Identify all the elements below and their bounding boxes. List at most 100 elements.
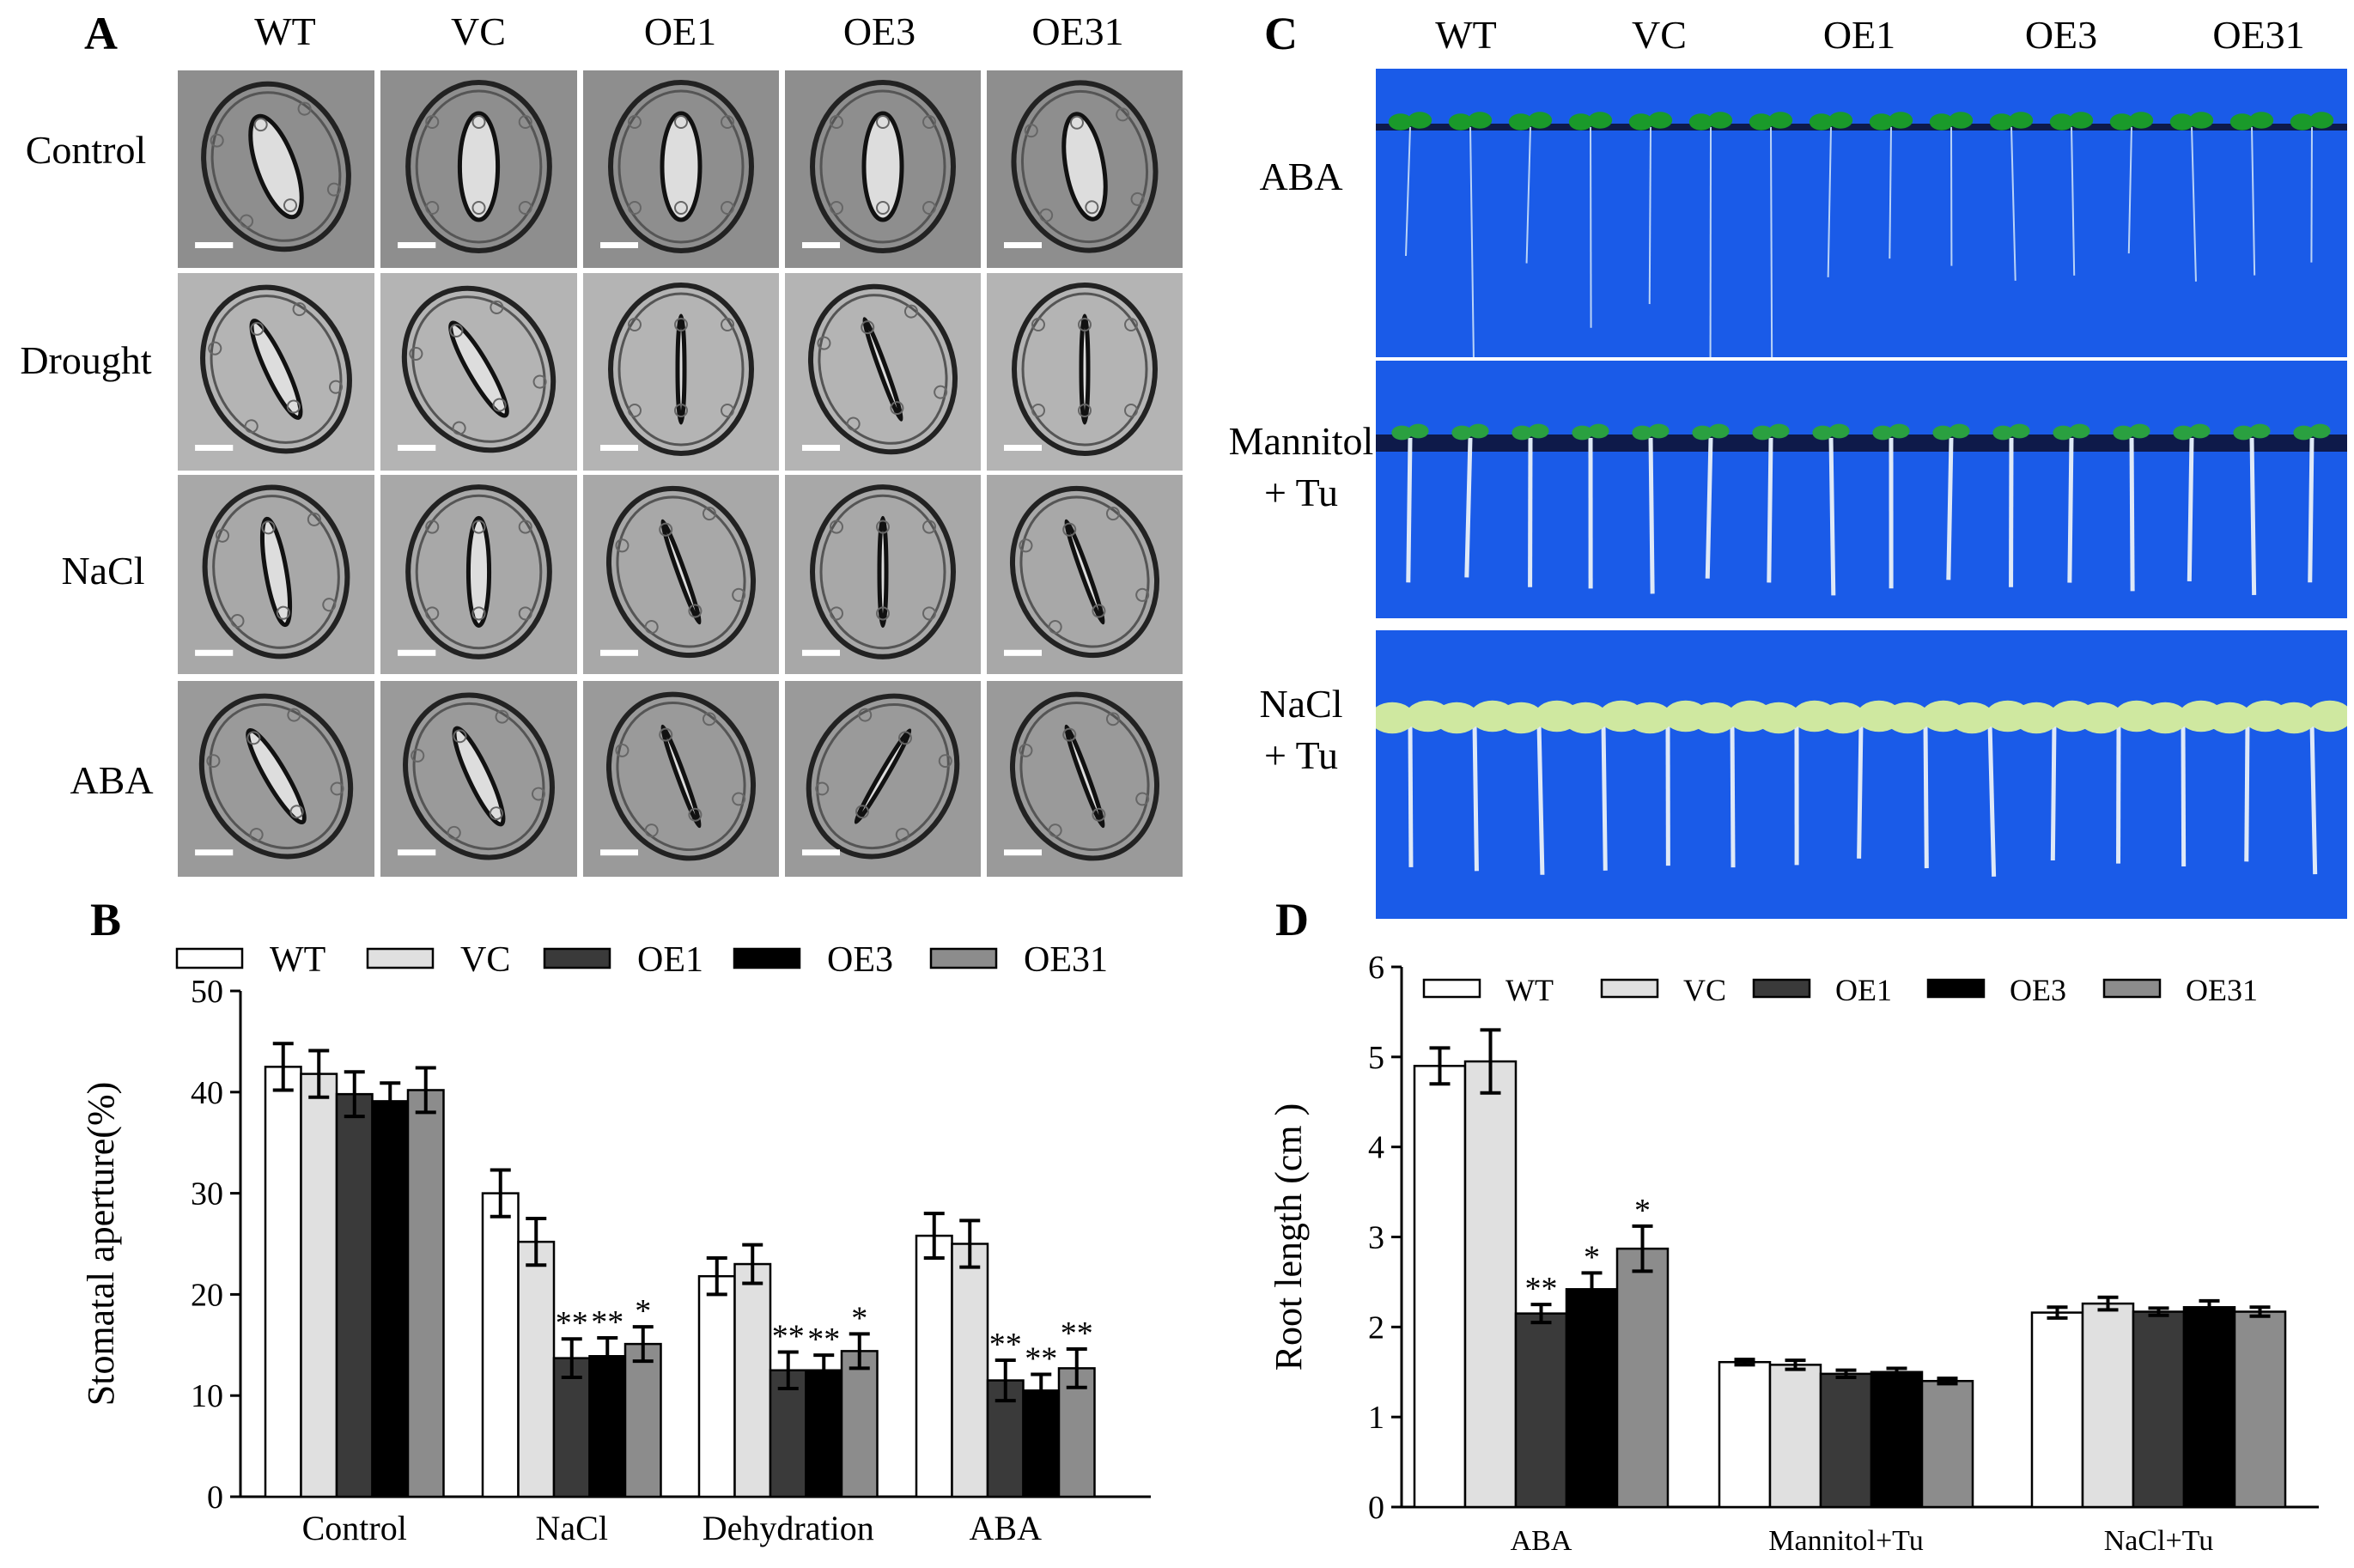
bar-wt (915, 1234, 953, 1498)
bar-oe3 (805, 1369, 843, 1498)
panel-c-column-header-vc: VC (1632, 13, 1687, 57)
stomata-image-control-oe1 (583, 70, 779, 268)
x-category-label: Dehydration (703, 1509, 874, 1547)
stomata-illustration (802, 693, 960, 860)
guard-cell-inner (415, 494, 543, 650)
stomata-image-nacl-vc (380, 475, 577, 674)
chloroplast (518, 115, 532, 129)
chloroplast (489, 806, 503, 821)
seedling-cotyledon (2129, 423, 2150, 439)
seedling-cotyledon (2293, 425, 2314, 441)
chloroplast (721, 404, 734, 417)
y-axis-title: Stomatal aperture(%) (80, 1082, 122, 1407)
bar-oe31 (623, 1342, 662, 1498)
seedling-root (2251, 126, 2256, 276)
chloroplast (721, 318, 734, 331)
guard-cell-outer (405, 484, 552, 659)
guard-cell-outer (1009, 485, 1160, 659)
chloroplast (1085, 200, 1099, 215)
seedling-cotyledon (1869, 113, 1894, 131)
scale-bar (600, 242, 638, 248)
seedling-cotyledon (2309, 423, 2331, 439)
chloroplast (846, 416, 861, 431)
panel-c-column-header-oe3: OE3 (2024, 13, 2098, 57)
chloroplast (1092, 604, 1106, 618)
seedling-root (2067, 437, 2074, 583)
x-category-label: NaCl (536, 1509, 608, 1547)
chloroplast (409, 346, 423, 361)
chloroplast (1135, 792, 1150, 806)
seedling-plate-aba (1376, 69, 2347, 357)
scale-bar (802, 849, 840, 856)
chloroplast (531, 787, 546, 801)
panel-letter-b: B (90, 894, 122, 945)
guard-cell-inner (818, 294, 948, 445)
chloroplast (449, 323, 464, 337)
scale-bar (1004, 242, 1042, 248)
chloroplast (1116, 107, 1130, 122)
seedling-cotyledon (1408, 423, 1429, 439)
chloroplast (1019, 538, 1033, 553)
seedling-root (1767, 437, 1773, 583)
scale-bar (195, 445, 234, 451)
seedling-plate-illustration (1376, 69, 2347, 357)
guard-cell-inner (816, 702, 950, 850)
seedling-cotyledon (1391, 425, 1413, 441)
guard-cell-inner (616, 702, 746, 852)
seedling-cotyledon (1828, 112, 1853, 129)
stomatal-pore (249, 319, 303, 420)
seedling-root (1857, 722, 1864, 859)
chloroplast (732, 587, 746, 602)
chloroplast (861, 320, 875, 335)
chloroplast (1092, 807, 1106, 822)
seedling-root (1406, 437, 1413, 583)
significance-mark: * (1584, 1239, 1600, 1275)
guard-cell-inner (411, 295, 546, 443)
scale-bar (195, 242, 234, 248)
stomatal-pore (246, 727, 307, 825)
chloroplast (206, 754, 221, 769)
guard-cell-outer (202, 484, 350, 659)
y-tick-label: 0 (1368, 1490, 1384, 1526)
chloroplast (471, 520, 486, 534)
chloroplast (702, 506, 716, 521)
seedling-cotyledon (1588, 423, 1609, 439)
stomata-illustration (1004, 485, 1160, 659)
scale-bar (802, 649, 840, 656)
stomatal-pore (861, 111, 904, 222)
bar-oe31 (2233, 1310, 2287, 1509)
seedling-root (2191, 126, 2197, 282)
seedling-cotyledon (1752, 425, 1773, 441)
seedling-root (1923, 722, 1929, 869)
chloroplast (230, 614, 245, 629)
chloroplast (471, 115, 486, 129)
stomata-illustration (1004, 691, 1160, 861)
seedling-cotyledon (1768, 423, 1790, 439)
stomata-illustration (398, 285, 557, 453)
chloroplast (215, 528, 230, 543)
bar-oe3 (1870, 1370, 1924, 1509)
stomata-cell-group (806, 693, 960, 860)
chloroplast (1024, 124, 1038, 138)
seedling-root (2244, 722, 2250, 862)
chloroplast (817, 336, 831, 350)
stomatal-pore (854, 728, 912, 824)
seedling-cotyledon (1499, 702, 1544, 734)
panel-letter-c: C (1264, 8, 1298, 59)
stomata-cell-group (200, 284, 352, 454)
panel-a-row-label-control: Control (25, 128, 147, 172)
guard-cell-inner (616, 495, 746, 648)
panel-c-column-header-oe1: OE1 (1822, 13, 1896, 57)
panel-c-row-label-nacl: NaCl + Tu (1202, 678, 1400, 781)
guard-cell-outer (405, 80, 552, 253)
stomata-cell-group (1012, 283, 1158, 456)
seedling-root (1601, 722, 1608, 871)
seedling-cotyledon (2069, 423, 2090, 439)
guard-cell-outer (608, 80, 754, 253)
chloroplast (1048, 824, 1062, 837)
bar-oe3 (588, 1355, 627, 1498)
stomata-cell-group (201, 81, 351, 252)
guard-cell-inner (1019, 702, 1150, 852)
legend-label-oe31: OE31 (1024, 940, 1108, 980)
seedling-cotyledon (1628, 113, 1653, 131)
